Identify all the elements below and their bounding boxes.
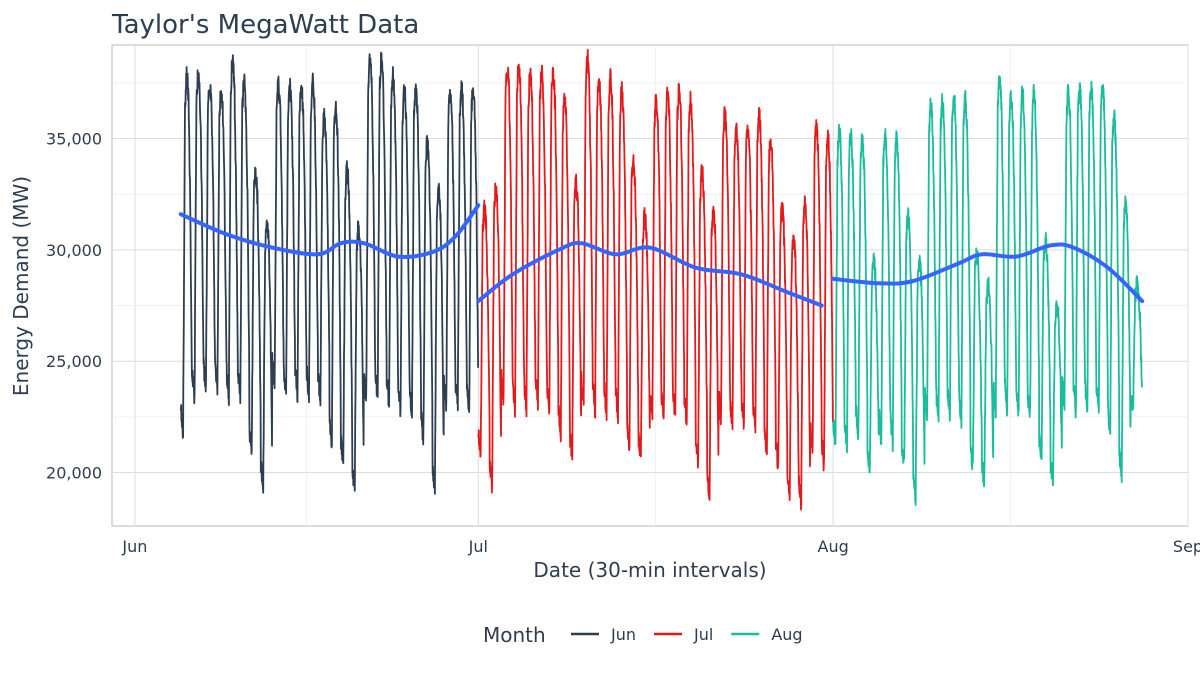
x-tick-label: Jun	[121, 537, 147, 556]
x-tick-label: Jul	[468, 537, 488, 556]
series-layer	[179, 49, 1143, 511]
legend-label-jul: Jul	[693, 625, 713, 644]
y-tick-label: 35,000	[46, 130, 102, 149]
series-line-jun	[179, 51, 479, 495]
series-line-jul	[477, 49, 834, 511]
trend-line-jul	[476, 241, 824, 308]
x-axis-label: Date (30-min intervals)	[533, 558, 766, 582]
y-axis-label: Energy Demand (MW)	[9, 176, 33, 396]
y-tick-label: 30,000	[46, 241, 102, 260]
trend-line-jun	[178, 203, 481, 259]
legend-label-jun: Jun	[610, 625, 636, 644]
legend-label-aug: Aug	[771, 625, 802, 644]
chart-title: Taylor's MegaWatt Data	[111, 10, 419, 40]
legend-items: Jun Jul Aug	[571, 625, 803, 644]
x-axis-ticks: Jun Jul Aug Sep	[121, 537, 1200, 556]
x-tick-label: Sep	[1173, 537, 1200, 556]
y-tick-label: 20,000	[46, 464, 102, 483]
trend-line-aug	[831, 242, 1145, 304]
plot-panel	[111, 44, 1189, 527]
legend-title: Month	[483, 623, 546, 647]
series-line-aug	[832, 75, 1143, 507]
x-tick-label: Aug	[818, 537, 849, 556]
trend-layer	[178, 203, 1145, 308]
legend: Month Jun Jul Aug	[483, 623, 803, 647]
y-axis-ticks: 20,000 25,000 30,000 35,000	[46, 130, 102, 483]
y-tick-label: 25,000	[46, 352, 102, 371]
